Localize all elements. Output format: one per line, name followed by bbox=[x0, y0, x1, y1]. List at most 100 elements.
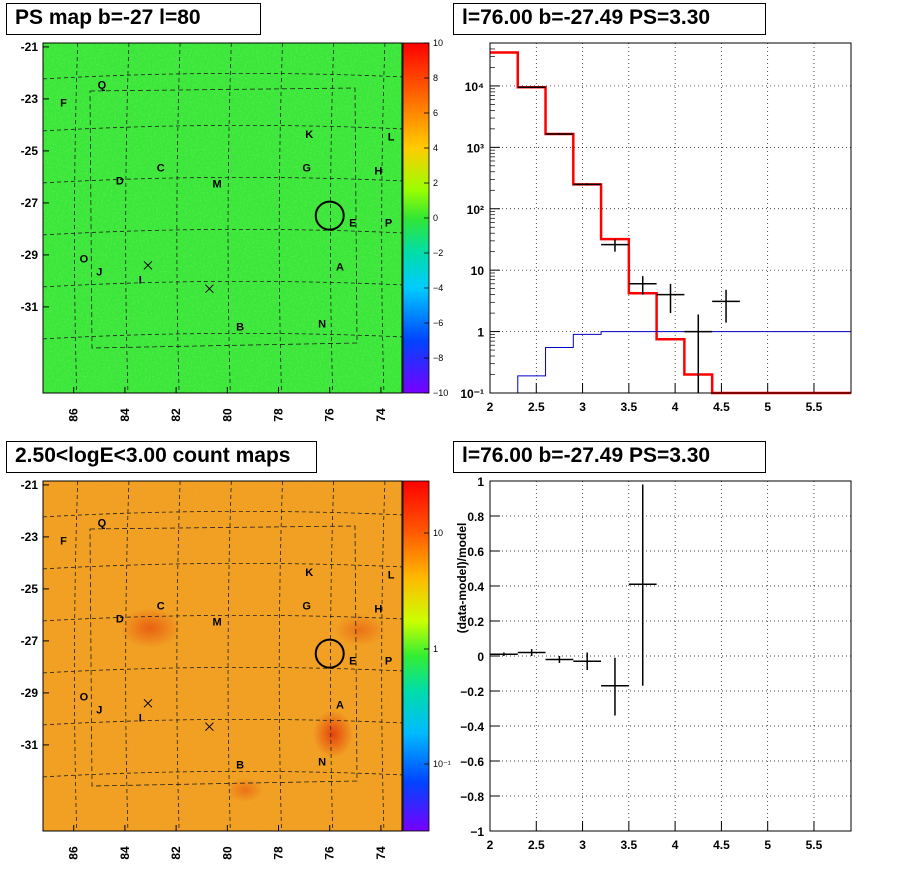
map-grid-lat bbox=[43, 718, 402, 726]
map-grid-lon bbox=[381, 43, 386, 393]
source-cross-marker bbox=[205, 722, 214, 732]
map-grid-lat bbox=[43, 510, 402, 518]
source-cross-marker bbox=[205, 284, 214, 294]
palette-label: 0 bbox=[433, 213, 438, 223]
spectrum-x-tick-label: 5.5 bbox=[806, 400, 823, 414]
source-label-p: P bbox=[385, 217, 392, 229]
spectrum-x-tick-label: 2.5 bbox=[528, 400, 545, 414]
source-label-c: C bbox=[157, 601, 165, 613]
map2-hotspot-b bbox=[227, 778, 263, 802]
spectrum-plot-area bbox=[490, 43, 851, 393]
spectrum-title: l=76.00 b=-27.49 PS=3.30 bbox=[453, 3, 766, 35]
residual-y-tick-label: −0.2 bbox=[460, 685, 484, 699]
source-label-i: I bbox=[139, 275, 142, 287]
map-x-tick-label: 78 bbox=[272, 846, 286, 860]
source-label-p: P bbox=[385, 655, 392, 667]
source-cross-marker bbox=[143, 260, 153, 270]
map-grid-lon bbox=[381, 481, 386, 831]
map-x-tick-label: 84 bbox=[118, 846, 132, 860]
source-label-k: K bbox=[305, 129, 313, 141]
map1-noise bbox=[43, 43, 402, 393]
spectrum-y-tick-label: 10⁴ bbox=[465, 80, 484, 94]
spectrum-x-tick-label: 2 bbox=[487, 400, 494, 414]
map-x-tick-label: 86 bbox=[67, 846, 81, 860]
map-x-tick-label: 74 bbox=[374, 846, 388, 860]
map2-hotspot-h bbox=[335, 614, 385, 646]
source-label-b: B bbox=[236, 759, 244, 771]
palette-label: 10⁻¹ bbox=[433, 759, 451, 769]
residual-plot: 2 2.5 3 3.5 4 4.5 5 5.5 1 0.8 0.6 0.4 0.2 0 −0.2 −0.4 −0… bbox=[455, 475, 852, 852]
map2-noise bbox=[43, 481, 402, 831]
map-grid-lon bbox=[74, 43, 79, 393]
palette-label: 8 bbox=[433, 73, 438, 83]
palette-label: 10 bbox=[433, 528, 443, 538]
map-region-boundary bbox=[89, 525, 358, 787]
map-grid-lon bbox=[330, 43, 335, 393]
map-grid-lon bbox=[125, 43, 130, 393]
source-label-a: A bbox=[336, 700, 344, 712]
map-grid-lat bbox=[43, 332, 402, 340]
map-y-tick-label: -29 bbox=[21, 686, 39, 700]
spectrum-y-tick-label: 10³ bbox=[467, 141, 484, 155]
source-label-n: N bbox=[318, 757, 326, 769]
source-label-e: E bbox=[349, 217, 356, 229]
residual-x-tick-label: 4 bbox=[672, 838, 679, 852]
map-x-tick-label: 76 bbox=[323, 408, 337, 422]
selected-source-circle bbox=[314, 200, 345, 231]
spectrum-x-tick-label: 4 bbox=[672, 400, 679, 414]
map2-hotspot-a bbox=[313, 710, 353, 758]
palette-label: 2 bbox=[433, 178, 438, 188]
source-label-f: F bbox=[60, 98, 67, 110]
palette-label: −10 bbox=[433, 388, 448, 398]
palette-label: −4 bbox=[433, 283, 443, 293]
map-grid-lat bbox=[43, 562, 402, 570]
source-label-k: K bbox=[305, 567, 313, 579]
residual-x-tick-label: 3 bbox=[579, 838, 586, 852]
residual-x-tick-label: 5.5 bbox=[806, 838, 823, 852]
map-y-tick-label: -27 bbox=[21, 634, 39, 648]
map-y-tick-label: -29 bbox=[21, 248, 39, 262]
palette-label: 6 bbox=[433, 108, 438, 118]
source-label-q: Q bbox=[98, 518, 107, 530]
source-label-m: M bbox=[212, 178, 221, 190]
map-grid-lon bbox=[330, 481, 335, 831]
spectrum-y-tick-label: 1 bbox=[477, 326, 484, 340]
map-grid-lon bbox=[125, 481, 130, 831]
source-label-c: C bbox=[157, 163, 165, 175]
map-grid-lat bbox=[43, 280, 402, 288]
source-label-g: G bbox=[302, 601, 311, 613]
palette-label: −8 bbox=[433, 353, 443, 363]
map-y-tick-label: -27 bbox=[21, 196, 39, 210]
map-grid-lon bbox=[176, 481, 181, 831]
residual-frame bbox=[489, 480, 852, 832]
map-grid-lat bbox=[43, 770, 402, 778]
map-grid-lat bbox=[43, 176, 402, 184]
source-label-h: H bbox=[374, 603, 382, 615]
source-label-f: F bbox=[60, 536, 67, 548]
map2-title: 2.50<logE<3.00 count maps bbox=[6, 441, 317, 473]
spectrum-plot: 2 2.5 3 3.5 4 4.5 5 5.5 10⁻¹ 1 10 10² 10³ 10⁴ bbox=[460, 42, 852, 414]
map-y-tick-label: -21 bbox=[21, 478, 39, 492]
source-label-j: J bbox=[96, 705, 102, 717]
residual-y-tick-label: 0.8 bbox=[467, 510, 484, 524]
spectrum-x-tick-label: 5 bbox=[764, 400, 771, 414]
source-label-b: B bbox=[236, 321, 244, 333]
map2-color-palette bbox=[402, 480, 430, 832]
map-grid-lat bbox=[43, 228, 402, 236]
source-label-g: G bbox=[302, 163, 311, 175]
source-label-h: H bbox=[374, 165, 382, 177]
source-label-i: I bbox=[139, 713, 142, 725]
residual-title: l=76.00 b=-27.49 PS=3.30 bbox=[453, 441, 766, 473]
palette-label: 10 bbox=[433, 38, 443, 48]
residual-y-tick-label: 1 bbox=[477, 475, 484, 489]
map-grid-lon bbox=[176, 43, 181, 393]
map-region-boundary bbox=[89, 87, 358, 349]
source-label-o: O bbox=[80, 254, 89, 266]
map1-title: PS map b=-27 l=80 bbox=[6, 3, 261, 35]
map-grid-lat bbox=[43, 72, 402, 80]
map-grid-lon bbox=[278, 43, 283, 393]
spectrum-frame bbox=[489, 42, 852, 394]
